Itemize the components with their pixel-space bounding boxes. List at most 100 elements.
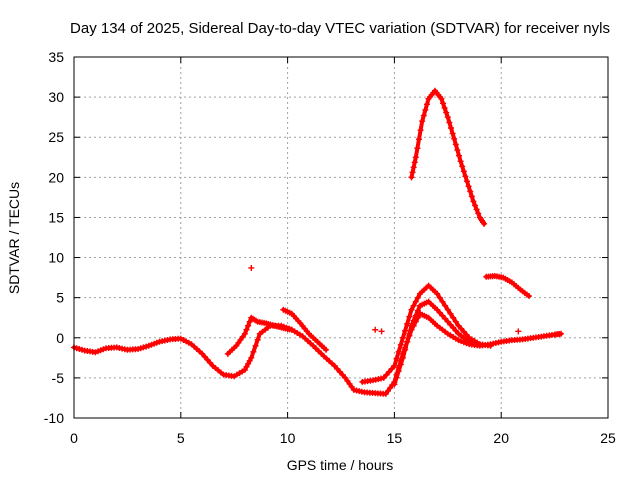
data-point [323,346,330,353]
data-point [515,328,522,335]
data-point [415,136,422,143]
data-point [248,354,255,361]
data-point [334,365,341,372]
data-point [395,348,402,355]
data-point [475,210,482,217]
chart-title: Day 134 of 2025, Sidereal Day-to-day VTE… [70,20,610,37]
y-tick-label: 10 [48,250,64,266]
y-tick-label: 20 [48,169,64,185]
data-point [417,127,424,134]
data-point [436,309,443,316]
data-point [408,174,415,181]
y-tick-label: 25 [48,129,64,145]
data-point [404,320,411,327]
data-point [336,368,343,375]
x-tick-label: 0 [70,430,78,446]
data-point [444,318,451,325]
data-point [348,383,355,390]
y-tick-label: 0 [56,330,64,346]
data-point [452,327,459,334]
data-point [243,326,250,333]
data-point [397,361,404,368]
data-point [442,302,449,309]
data-point [250,348,257,355]
data-point [248,264,255,271]
data-point [438,95,445,102]
data-point [410,164,417,171]
data-point [408,322,415,329]
data-point [391,362,398,369]
data-point [473,206,480,213]
data-point [452,141,459,148]
data-point [410,317,417,324]
data-point [391,381,398,388]
data-point [470,198,477,205]
y-tick-label: -5 [52,370,65,386]
data-point [455,322,462,329]
data-point [378,328,385,335]
data-point [406,330,413,337]
data-point [457,158,464,165]
data-point [423,101,430,108]
x-axis-label: GPS time / hours [287,457,394,473]
data-point [386,368,393,375]
data-point [412,298,419,305]
data-point [450,324,457,331]
data-point [384,387,391,394]
data-point [412,312,419,319]
data-point [245,322,252,329]
data-point [344,377,351,384]
data-point [393,355,400,362]
grid-lines [74,57,608,418]
data-point [252,342,259,349]
data-point [434,290,441,297]
data-point [467,188,474,195]
data-point [444,114,451,121]
plot-frame [73,56,609,419]
data-point [382,390,389,397]
data-point [439,298,446,305]
data-point [380,374,387,381]
data-point [237,336,244,343]
data-point [441,104,448,111]
data-point [460,168,467,175]
data-point [387,384,394,391]
data-point [442,315,449,322]
y-tick-label: 30 [48,89,64,105]
data-point [463,331,470,338]
data-point [449,130,456,137]
data-point [235,339,242,346]
x-tick-label: 20 [493,430,509,446]
axis-ticks: 0 5 10 15 20 25 -10 -5 0 5 10 15 20 25 30 35 [44,49,616,446]
data-point [459,163,466,170]
data-point [436,294,443,301]
data-point [331,362,338,369]
data-point [476,341,483,348]
data-point [447,310,454,317]
data-points [71,87,565,397]
data-point [468,193,475,200]
data-point [342,374,349,381]
x-tick-label: 5 [177,430,185,446]
data-point [246,357,253,364]
data-point [404,338,411,345]
data-point [444,306,451,313]
data-point [201,353,208,360]
data-point [397,341,404,348]
data-point [388,365,395,372]
series-trace-track-baseline [72,311,563,396]
data-point [446,119,453,126]
data-point [207,359,214,366]
x-tick-label: 25 [600,430,616,446]
data-point [412,154,419,161]
data-point [339,371,346,378]
data-point [402,346,409,353]
data-point [439,312,446,319]
data-point [411,159,418,166]
data-point [472,202,479,209]
data-point [558,330,565,337]
data-point [346,380,353,387]
data-point [447,321,454,328]
data-point [414,145,421,152]
